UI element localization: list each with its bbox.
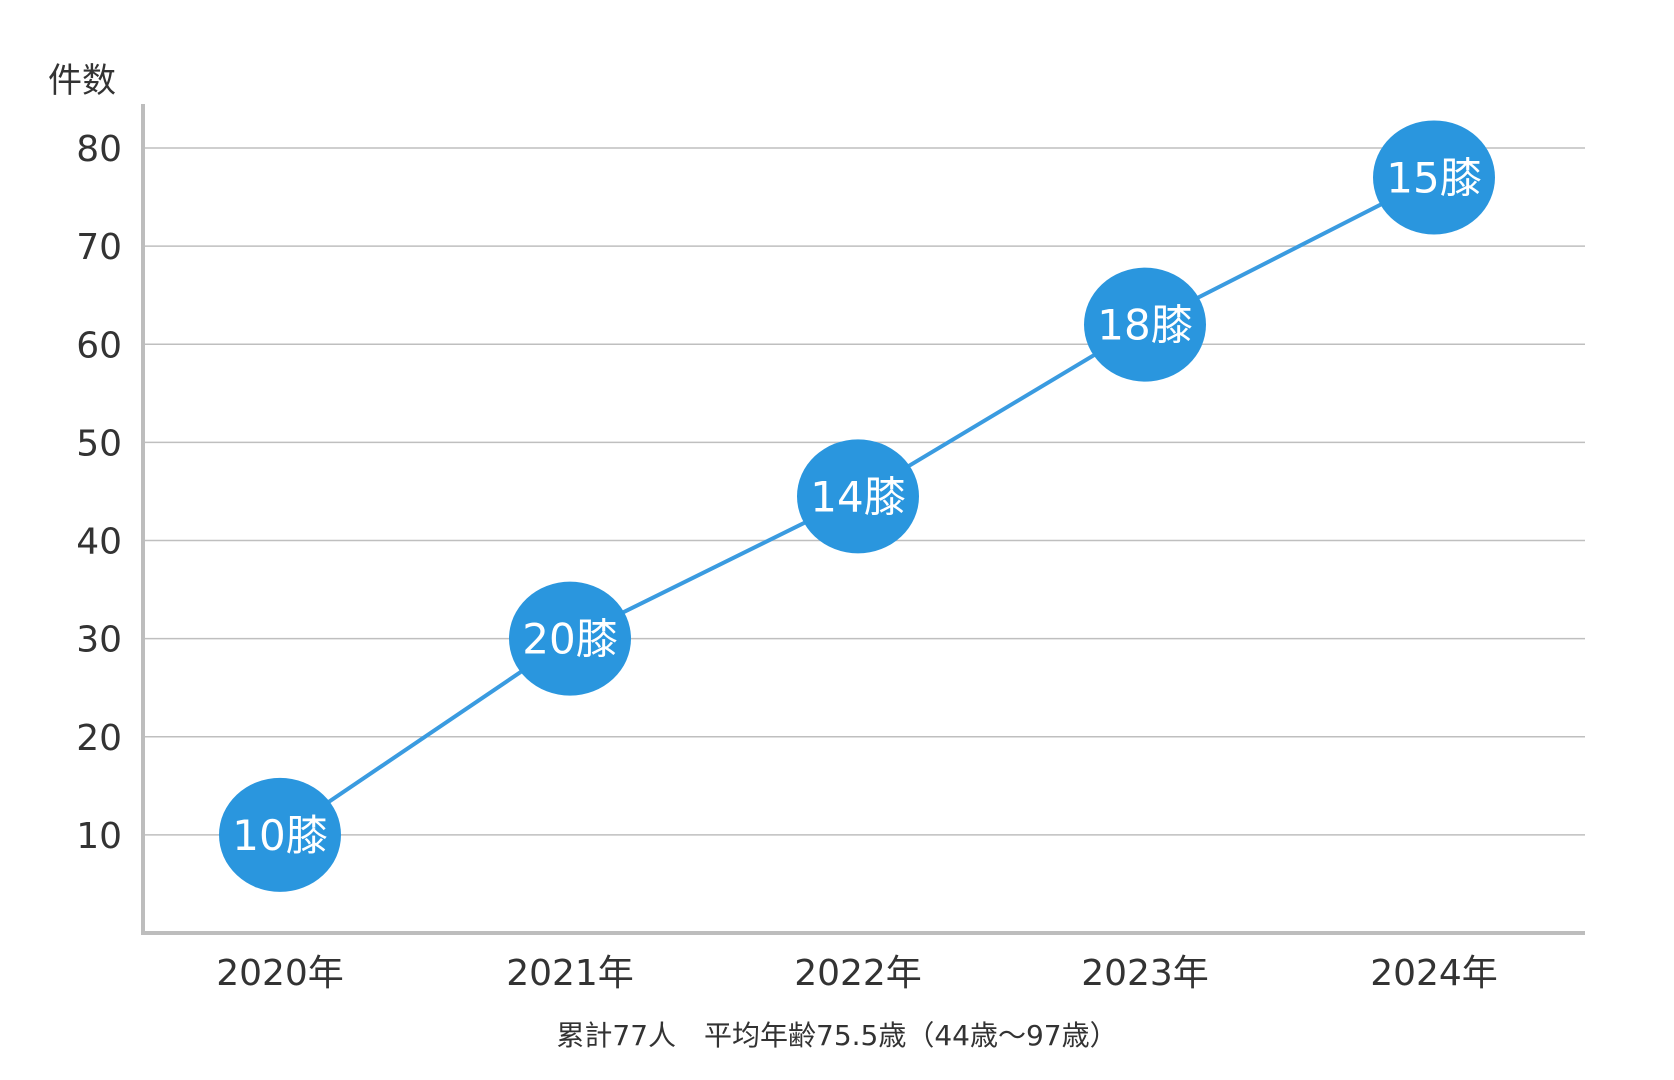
data-label: 14膝 (810, 472, 905, 521)
y-tick-label: 80 (76, 129, 122, 170)
data-point-marker (509, 581, 631, 696)
axes (141, 104, 1585, 935)
x-tick-label: 2022年 (794, 953, 922, 994)
data-point-marker (219, 777, 341, 892)
data-point: 20膝 (509, 581, 631, 696)
x-tick-label: 2021年 (506, 953, 634, 994)
y-tick-label: 20 (76, 718, 122, 759)
x-tick-label: 2023年 (1081, 953, 1209, 994)
y-tick-label: 30 (76, 620, 122, 661)
x-axis-ticks: 2020年 2021年 2022年 2023年 2024年 (216, 953, 1498, 994)
y-tick-label: 40 (76, 522, 122, 563)
data-label: 20膝 (522, 615, 617, 664)
x-tick-label: 2020年 (216, 953, 344, 994)
data-label: 15膝 (1386, 153, 1481, 202)
data-point: 15膝 (1373, 120, 1495, 235)
data-points: 10膝 20膝 14膝 18膝 15膝 (219, 120, 1495, 892)
data-label: 18膝 (1097, 301, 1192, 350)
y-axis-ticks: 10 20 30 40 50 60 70 80 (76, 129, 122, 857)
chart-caption: 累計77人 平均年齢75.5歳（44歳〜97歳） (556, 1019, 1117, 1052)
data-point: 18膝 (1084, 267, 1206, 382)
x-tick-label: 2024年 (1370, 953, 1498, 994)
y-tick-label: 70 (76, 227, 122, 268)
y-axis-title-group: 件数 (48, 61, 116, 101)
data-label: 10膝 (232, 811, 327, 860)
data-point-marker (797, 439, 919, 554)
y-tick-label: 60 (76, 325, 122, 366)
data-point-marker (1084, 267, 1206, 382)
y-axis-title: 件数 (48, 61, 116, 101)
y-tick-label: 50 (76, 423, 122, 464)
data-point: 10膝 (219, 777, 341, 892)
data-point-marker (1373, 120, 1495, 235)
y-tick-label: 10 (76, 816, 122, 857)
data-point: 14膝 (797, 439, 919, 554)
